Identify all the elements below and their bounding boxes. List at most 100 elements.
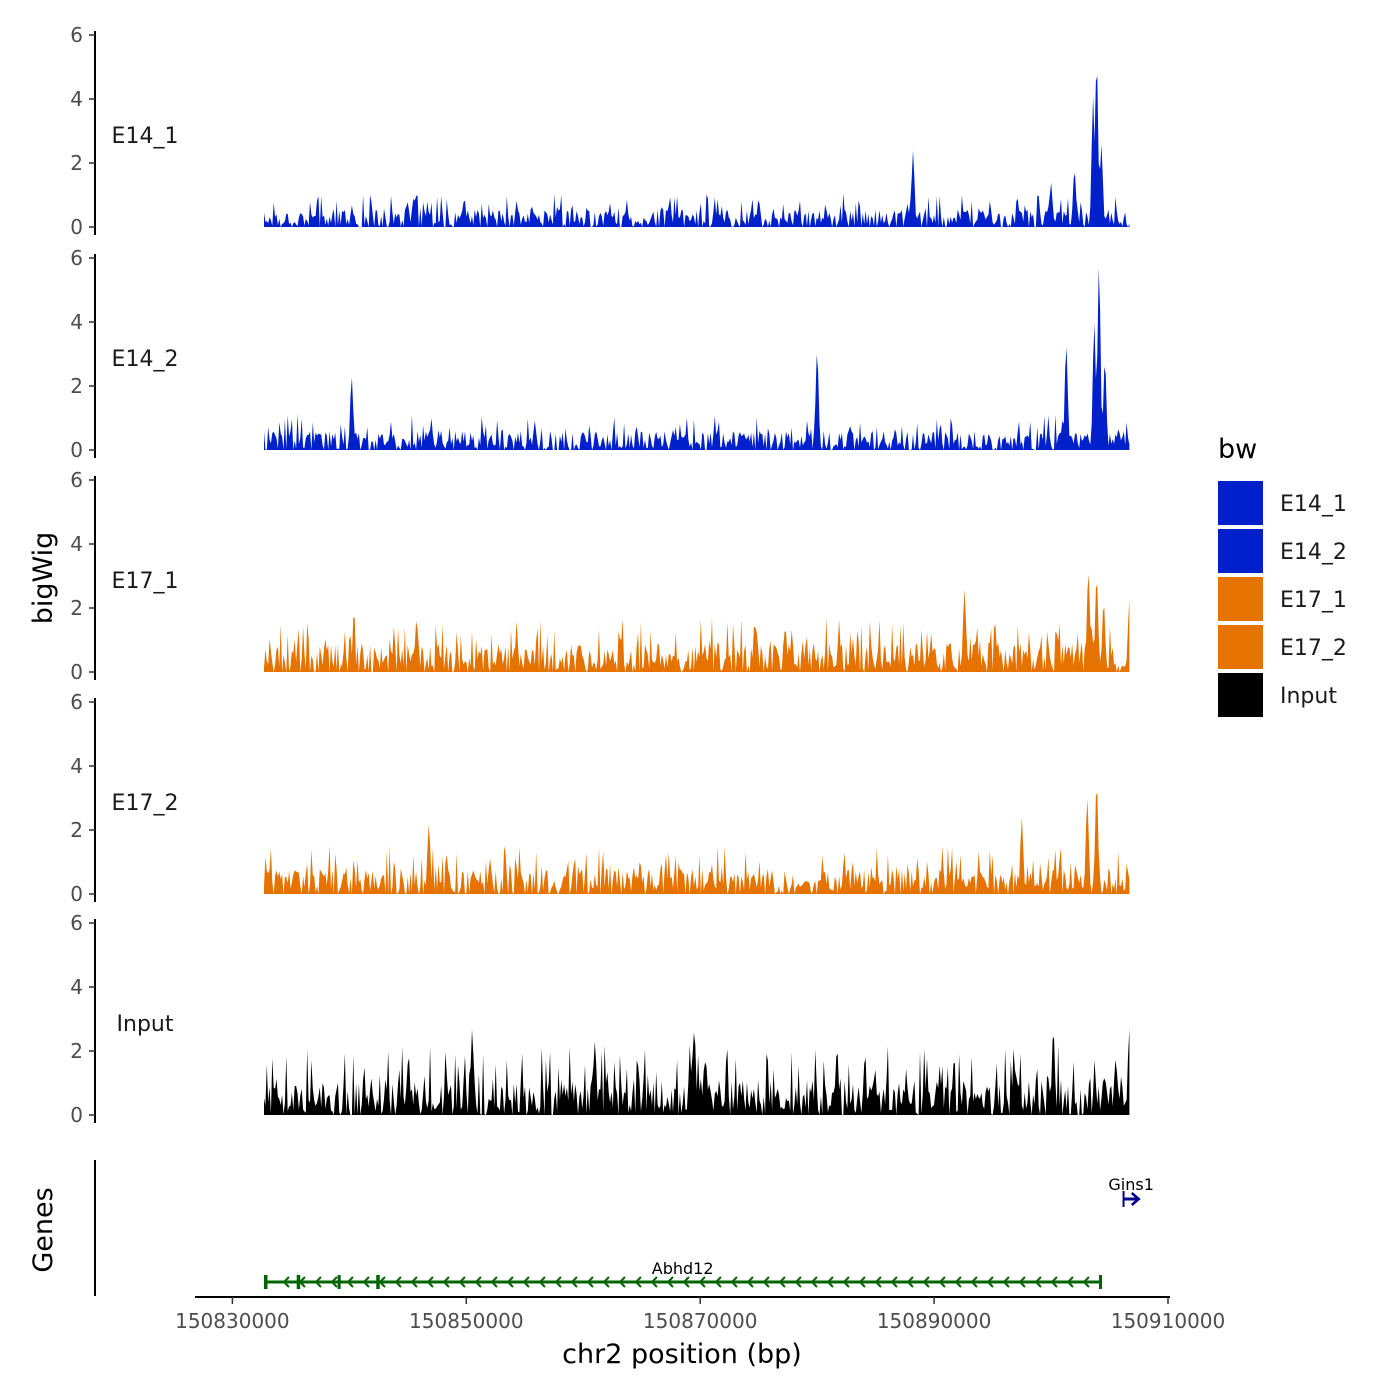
- strand-arrow: [346, 1276, 354, 1288]
- y-tick-label: 2: [70, 1039, 83, 1063]
- strand-arrow: [762, 1276, 770, 1288]
- strand-arrow: [490, 1276, 498, 1288]
- y-tick-label: 0: [70, 438, 83, 462]
- strand-arrow: [394, 1276, 402, 1288]
- y-tick-label: 2: [70, 596, 83, 620]
- strand-arrow: [970, 1276, 978, 1288]
- strand-arrow: [282, 1276, 290, 1288]
- track-label-E14_1: E14_1: [112, 124, 179, 149]
- strand-arrow: [426, 1276, 434, 1288]
- strand-arrow: [922, 1276, 930, 1288]
- legend-label-E17_2: E17_2: [1280, 636, 1347, 661]
- strand-arrow: [890, 1276, 898, 1288]
- y-tick-label: 6: [70, 468, 83, 492]
- signal-area-E17_1: [264, 574, 1130, 672]
- genes-axis-title: Genes: [28, 1187, 59, 1272]
- strand-arrow: [618, 1276, 626, 1288]
- signal-area-E14_2: [264, 268, 1130, 450]
- legend-swatch-Input: [1218, 673, 1263, 717]
- y-tick-label: 2: [70, 818, 83, 842]
- gene-label-Gins1: Gins1: [1108, 1175, 1154, 1194]
- strand-arrow: [586, 1276, 594, 1288]
- strand-arrow: [522, 1276, 530, 1288]
- x-axis-title: chr2 position (bp): [562, 1339, 802, 1370]
- x-tick-label: 150830000: [175, 1309, 290, 1333]
- strand-arrow: [730, 1276, 738, 1288]
- y-tick-label: 4: [70, 975, 83, 999]
- y-axis-title: bigWig: [28, 532, 59, 625]
- legend-label-E14_1: E14_1: [1280, 492, 1347, 517]
- strand-arrow: [1082, 1276, 1090, 1288]
- strand-arrow: [1066, 1276, 1074, 1288]
- gene-exon: [263, 1275, 268, 1289]
- strand-arrow: [778, 1276, 786, 1288]
- x-tick-label: 150890000: [877, 1309, 992, 1333]
- strand-arrow: [858, 1276, 866, 1288]
- track-label-E17_2: E17_2: [112, 791, 179, 816]
- strand-arrow: [698, 1276, 706, 1288]
- gene-exon: [337, 1275, 341, 1289]
- y-tick-label: 0: [70, 660, 83, 684]
- strand-arrow: [330, 1276, 338, 1288]
- signal-area-E17_2: [264, 792, 1130, 894]
- strand-arrow: [842, 1276, 850, 1288]
- legend-swatch-E17_1: [1218, 577, 1263, 621]
- legend-title: bw: [1218, 434, 1257, 465]
- gene-label-Abhd12: Abhd12: [652, 1259, 714, 1278]
- strand-arrow: [666, 1276, 674, 1288]
- y-tick-label: 6: [70, 911, 83, 935]
- y-tick-label: 0: [70, 1103, 83, 1127]
- strand-arrow: [1018, 1276, 1026, 1288]
- strand-arrow: [570, 1276, 578, 1288]
- gene-exon: [1098, 1275, 1102, 1289]
- strand-arrow: [794, 1276, 802, 1288]
- x-tick-label: 150910000: [1111, 1309, 1226, 1333]
- y-tick-label: 2: [70, 151, 83, 175]
- strand-arrow: [906, 1276, 914, 1288]
- legend-swatch-E17_2: [1218, 625, 1263, 669]
- y-tick-label: 4: [70, 310, 83, 334]
- y-tick-label: 6: [70, 23, 83, 47]
- strand-arrow: [938, 1276, 946, 1288]
- track-label-Input: Input: [117, 1012, 174, 1037]
- strand-arrow: [682, 1276, 690, 1288]
- strand-arrow: [1002, 1276, 1010, 1288]
- track-label-E17_1: E17_1: [112, 569, 179, 594]
- strand-arrow: [410, 1276, 418, 1288]
- strand-arrow: [378, 1276, 386, 1288]
- strand-arrow: [1034, 1276, 1042, 1288]
- y-tick-label: 6: [70, 690, 83, 714]
- strand-arrow: [506, 1276, 514, 1288]
- strand-arrow: [954, 1276, 962, 1288]
- strand-arrow: [554, 1276, 562, 1288]
- y-tick-label: 4: [70, 532, 83, 556]
- legend-swatch-E14_1: [1218, 481, 1263, 525]
- strand-arrow: [714, 1276, 722, 1288]
- strand-arrow: [634, 1276, 642, 1288]
- strand-arrow: [810, 1276, 818, 1288]
- x-tick-label: 150870000: [643, 1309, 758, 1333]
- strand-arrow: [474, 1276, 482, 1288]
- y-tick-label: 2: [70, 374, 83, 398]
- y-tick-label: 6: [70, 246, 83, 270]
- strand-arrow: [458, 1276, 466, 1288]
- strand-arrow: [826, 1276, 834, 1288]
- strand-arrow: [602, 1276, 610, 1288]
- y-tick-label: 0: [70, 882, 83, 906]
- strand-arrow: [746, 1276, 754, 1288]
- strand-arrow: [1130, 1192, 1141, 1206]
- y-tick-label: 4: [70, 87, 83, 111]
- strand-arrow: [874, 1276, 882, 1288]
- strand-arrow: [986, 1276, 994, 1288]
- gene-exon: [296, 1275, 301, 1289]
- strand-arrow: [650, 1276, 658, 1288]
- y-tick-label: 0: [70, 215, 83, 239]
- signal-area-Input: [264, 1028, 1130, 1115]
- strand-arrow: [362, 1276, 370, 1288]
- track-label-E14_2: E14_2: [112, 347, 179, 372]
- legend-swatch-E14_2: [1218, 529, 1263, 573]
- strand-arrow: [298, 1276, 306, 1288]
- x-tick-label: 150850000: [409, 1309, 524, 1333]
- strand-arrow: [1050, 1276, 1058, 1288]
